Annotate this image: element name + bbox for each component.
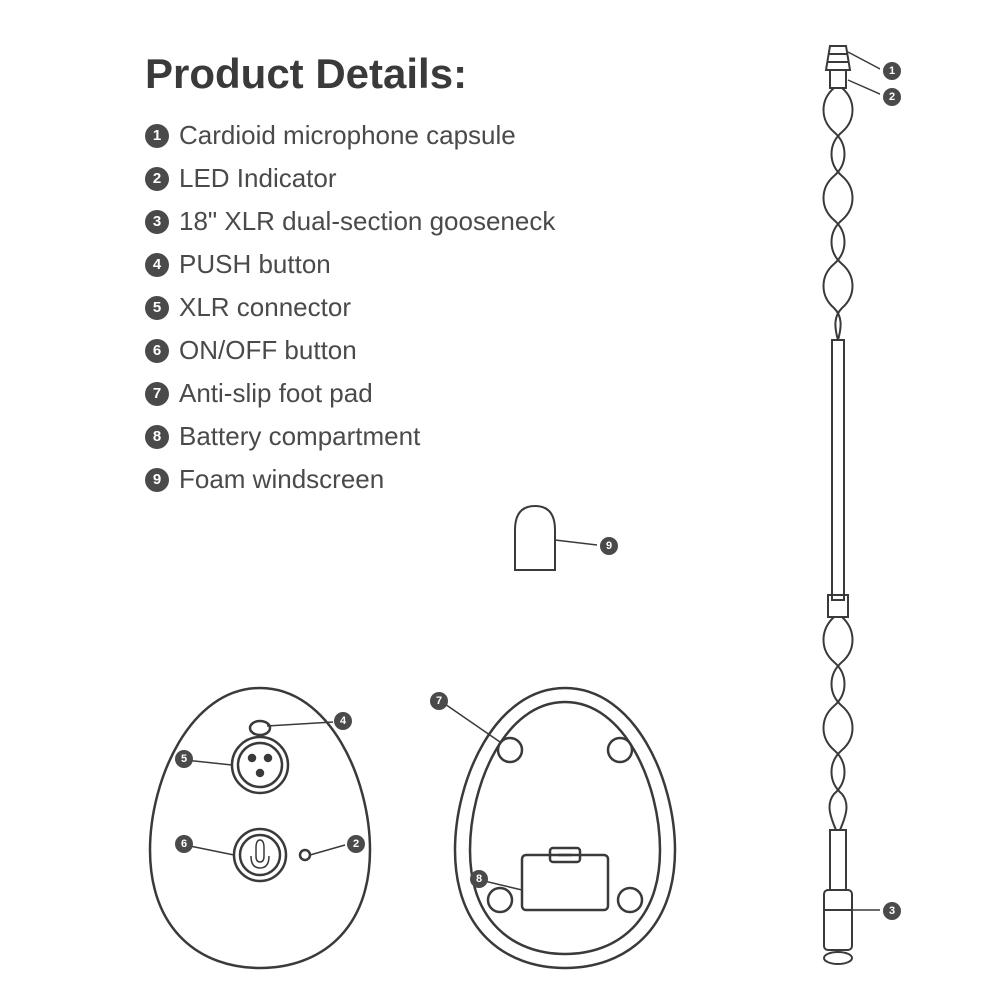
- item-label: 18" XLR dual-section gooseneck: [179, 206, 555, 237]
- base-bottom-diagram: [440, 680, 690, 980]
- item-label: Cardioid microphone capsule: [179, 120, 516, 151]
- list-item: 9Foam windscreen: [145, 464, 555, 495]
- gooseneck-diagram: [790, 40, 880, 970]
- details-list: 1Cardioid microphone capsule 2LED Indica…: [145, 120, 555, 507]
- list-item: 2LED Indicator: [145, 163, 555, 194]
- callout-3: 3: [883, 902, 901, 920]
- callout-5: 5: [175, 750, 193, 768]
- list-item: 4PUSH button: [145, 249, 555, 280]
- callout-2b: 2: [347, 835, 365, 853]
- callout-9: 9: [600, 537, 618, 555]
- page-title: Product Details:: [145, 50, 467, 98]
- item-label: PUSH button: [179, 249, 331, 280]
- list-item: 318" XLR dual-section gooseneck: [145, 206, 555, 237]
- callout-8: 8: [470, 870, 488, 888]
- windscreen-diagram: [505, 500, 615, 590]
- callout-6: 6: [175, 835, 193, 853]
- list-item: 7Anti-slip foot pad: [145, 378, 555, 409]
- item-label: ON/OFF button: [179, 335, 357, 366]
- callout-7: 7: [430, 692, 448, 710]
- item-label: XLR connector: [179, 292, 351, 323]
- item-label: LED Indicator: [179, 163, 337, 194]
- callout-1: 1: [883, 62, 901, 80]
- list-item: 6ON/OFF button: [145, 335, 555, 366]
- list-item: 1Cardioid microphone capsule: [145, 120, 555, 151]
- list-item: 8Battery compartment: [145, 421, 555, 452]
- item-label: Anti-slip foot pad: [179, 378, 373, 409]
- list-item: 5XLR connector: [145, 292, 555, 323]
- item-label: Foam windscreen: [179, 464, 384, 495]
- callout-2: 2: [883, 88, 901, 106]
- item-label: Battery compartment: [179, 421, 420, 452]
- callout-4: 4: [334, 712, 352, 730]
